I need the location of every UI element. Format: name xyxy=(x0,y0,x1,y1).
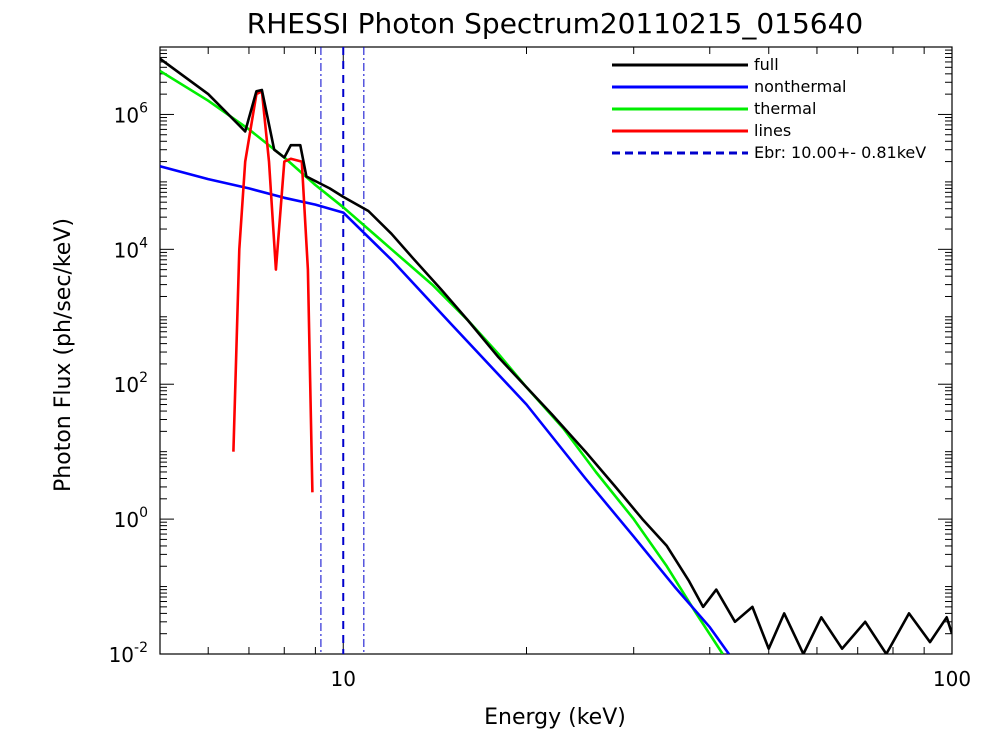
series-line-full xyxy=(160,57,952,654)
break-energy-markers xyxy=(320,47,365,654)
plot-area: 10 100 10-2 100 102 104 106 xyxy=(109,46,971,691)
series-line-lines xyxy=(232,90,314,493)
y-tick-label: 106 xyxy=(114,100,148,127)
y-tick-label: 102 xyxy=(114,370,148,397)
legend: full nonthermal thermal lines Ebr: 10.00+- 0… xyxy=(612,55,926,162)
legend-label: lines xyxy=(754,121,791,140)
x-tick-label: 10 xyxy=(331,667,356,691)
y-tick-label: 100 xyxy=(114,505,148,532)
series-group xyxy=(160,57,952,654)
legend-label: nonthermal xyxy=(754,77,846,96)
chart-title: RHESSI Photon Spectrum20110215_015640 xyxy=(247,7,864,40)
legend-label: Ebr: 10.00+- 0.81keV xyxy=(754,143,926,162)
y-tick-label: 104 xyxy=(114,235,148,262)
y-tick-label: 10-2 xyxy=(109,640,148,667)
series-line-nonthermal xyxy=(160,165,730,654)
legend-label: thermal xyxy=(754,99,816,118)
x-axis-title: Energy (keV) xyxy=(484,705,626,730)
plot-frame xyxy=(159,46,953,655)
x-tick-label: 100 xyxy=(933,667,971,691)
legend-label: full xyxy=(754,55,779,74)
y-axis-ticks: 10-2 100 102 104 106 xyxy=(109,49,952,667)
y-axis-title: Photon Flux (ph/sec/keV) xyxy=(51,218,76,492)
